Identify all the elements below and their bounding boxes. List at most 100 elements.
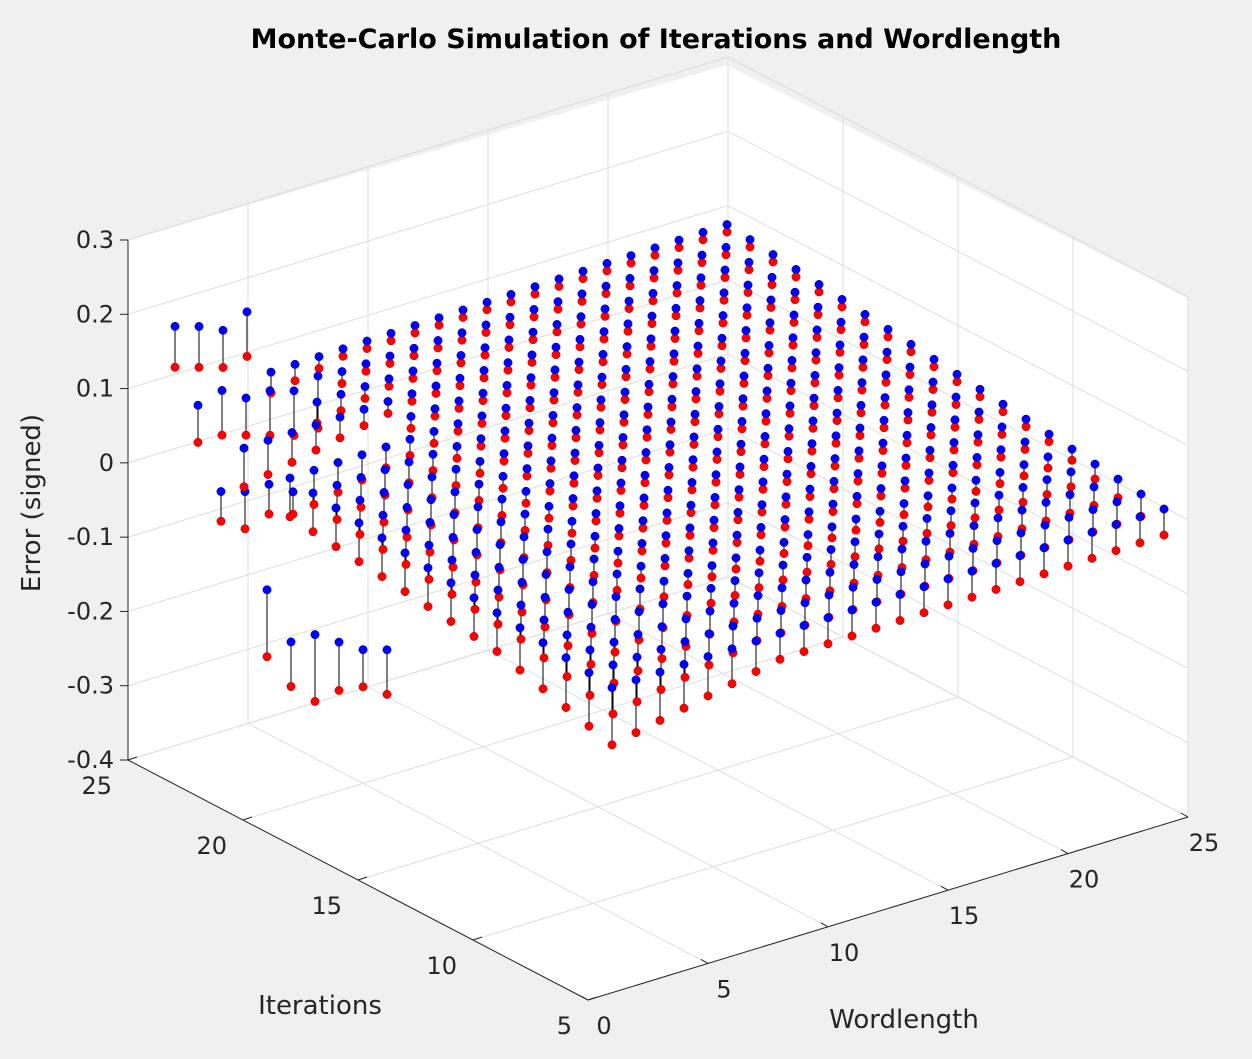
marker-lower-74	[743, 288, 753, 297]
marker-upper-288	[998, 399, 1008, 409]
marker-lower-128	[645, 364, 655, 374]
marker-lower-318	[877, 468, 887, 478]
marker-lower-240	[952, 377, 962, 387]
marker-lower-104	[622, 349, 632, 359]
marker-lower-60	[480, 350, 490, 360]
marker-upper-50	[720, 265, 730, 275]
marker-upper-370	[827, 522, 837, 532]
marker-lower-13	[410, 328, 420, 338]
marker-lower-64	[384, 381, 394, 391]
marker-upper-402	[658, 599, 668, 609]
marker-upper-51	[696, 273, 706, 283]
marker-lower-475	[703, 691, 713, 701]
marker-upper-183	[523, 441, 533, 451]
marker-lower-287	[423, 602, 433, 611]
marker-lower-122	[789, 317, 799, 327]
marker-lower-182	[547, 441, 557, 450]
marker-upper-30	[601, 281, 611, 291]
marker-upper-198	[762, 386, 772, 396]
marker-lower-72	[791, 272, 801, 282]
marker-upper-160	[476, 434, 486, 444]
marker-lower-191	[331, 542, 341, 552]
marker-lower-11	[458, 312, 468, 322]
marker-upper-366	[923, 491, 933, 501]
marker-upper-325	[709, 515, 719, 525]
marker-lower-479	[607, 740, 617, 750]
marker-upper-80	[599, 327, 609, 337]
marker-lower-249	[736, 447, 746, 457]
marker-upper-360	[1067, 444, 1077, 454]
marker-upper-403	[634, 607, 644, 617]
marker-lower-97	[790, 295, 800, 305]
marker-upper-275	[711, 470, 721, 480]
x-tick-label-1: 5	[716, 975, 731, 1003]
back-wall-left	[128, 65, 727, 760]
marker-upper-185	[475, 456, 485, 466]
marker-upper-440	[944, 551, 954, 561]
marker-upper-42	[313, 371, 323, 381]
marker-lower-54	[624, 304, 634, 314]
marker-upper-175	[715, 379, 725, 389]
marker-upper-37	[433, 336, 443, 345]
marker-upper-471	[799, 621, 809, 630]
marker-upper-58	[528, 327, 538, 337]
marker-lower-334	[493, 619, 503, 629]
marker-lower-108	[526, 380, 536, 390]
marker-upper-93	[287, 428, 297, 438]
marker-upper-158	[524, 418, 534, 428]
marker-lower-90	[359, 421, 369, 431]
z-tick-label-7: 0.3	[76, 226, 114, 254]
marker-lower-300	[710, 500, 720, 510]
marker-upper-81	[575, 334, 585, 344]
z-axis-label: Error (signed)	[17, 414, 47, 592]
marker-lower-102	[670, 334, 680, 343]
marker-lower-46	[217, 430, 227, 440]
marker-upper-182	[547, 433, 557, 443]
marker-upper-274	[735, 462, 745, 472]
marker-lower-248	[760, 439, 770, 449]
marker-upper-109	[502, 380, 512, 390]
marker-lower-121	[813, 310, 823, 320]
marker-lower-133	[525, 403, 535, 413]
marker-lower-349	[732, 538, 742, 548]
marker-upper-416	[921, 536, 931, 546]
marker-lower-126	[693, 349, 703, 358]
marker-lower-265	[951, 400, 961, 409]
marker-upper-478	[631, 675, 641, 685]
marker-lower-71	[216, 516, 226, 526]
marker-upper-242	[904, 385, 914, 395]
marker-upper-317	[901, 453, 911, 463]
marker-lower-273	[759, 462, 769, 472]
marker-upper-209	[498, 471, 508, 481]
marker-upper-210	[474, 479, 484, 489]
marker-lower-77	[671, 311, 681, 321]
marker-upper-146	[812, 325, 822, 335]
marker-lower-48	[768, 257, 778, 267]
marker-upper-435	[1064, 512, 1074, 522]
marker-lower-81	[575, 342, 585, 352]
marker-upper-437	[1016, 528, 1026, 538]
marker-upper-446	[800, 598, 810, 608]
marker-lower-101	[694, 326, 704, 336]
marker-upper-287	[423, 563, 433, 573]
marker-upper-176	[691, 387, 701, 396]
marker-upper-126	[693, 341, 703, 351]
marker-upper-9	[506, 290, 516, 299]
marker-upper-35	[481, 320, 491, 330]
marker-upper-338	[996, 445, 1006, 455]
marker-lower-238	[401, 559, 411, 569]
marker-lower-215	[354, 557, 364, 567]
marker-upper-372	[779, 537, 789, 547]
marker-upper-174	[739, 371, 749, 381]
marker-lower-463	[991, 584, 1001, 594]
z-tick-label-2: -0.2	[67, 597, 114, 625]
marker-lower-32	[553, 304, 563, 314]
marker-upper-181	[571, 425, 581, 435]
marker-lower-268	[879, 423, 889, 433]
marker-lower-16	[338, 351, 348, 361]
marker-lower-56	[576, 319, 586, 329]
marker-lower-291	[926, 430, 936, 440]
grid-line-z-left-5	[127, 205, 729, 390]
x-tick-mark-3	[940, 885, 949, 891]
marker-upper-184	[499, 449, 509, 459]
